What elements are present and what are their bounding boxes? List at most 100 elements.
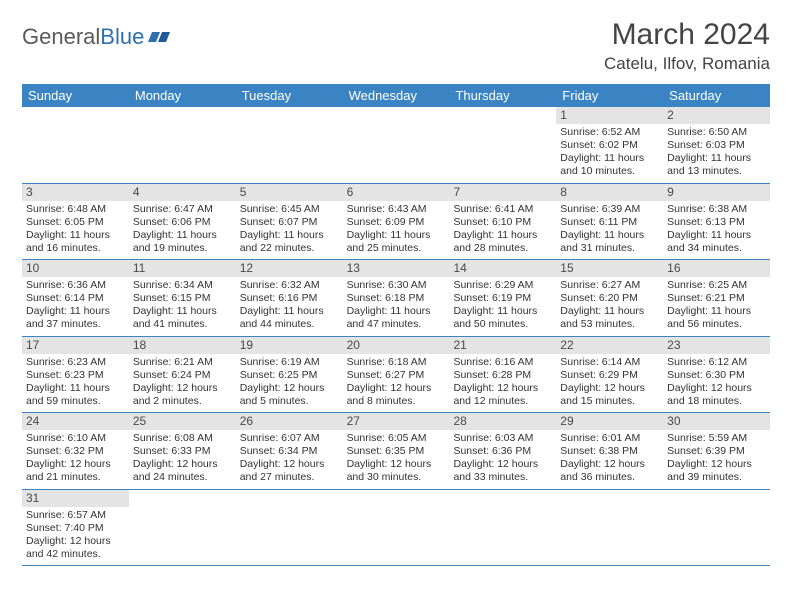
daylight-text-2: and 53 minutes. [560, 318, 659, 331]
flag-icon [148, 28, 170, 44]
sunset-text: Sunset: 6:27 PM [347, 369, 446, 382]
sunset-text: Sunset: 6:02 PM [560, 139, 659, 152]
daylight-text-2: and 56 minutes. [667, 318, 766, 331]
weekday-cell: Monday [129, 84, 236, 107]
daylight-text: Daylight: 11 hours [347, 305, 446, 318]
daylight-text-2: and 50 minutes. [453, 318, 552, 331]
daylight-text-2: and 41 minutes. [133, 318, 232, 331]
day-number: 24 [22, 413, 129, 430]
sunrise-text: Sunrise: 6:14 AM [560, 356, 659, 369]
sunrise-text: Sunrise: 6:05 AM [347, 432, 446, 445]
day-number: 6 [343, 184, 450, 201]
daylight-text-2: and 16 minutes. [26, 242, 125, 255]
daylight-text-2: and 33 minutes. [453, 471, 552, 484]
daylight-text: Daylight: 11 hours [26, 382, 125, 395]
sunset-text: Sunset: 6:25 PM [240, 369, 339, 382]
sunrise-text: Sunrise: 6:57 AM [26, 509, 125, 522]
day-number: 13 [343, 260, 450, 277]
daylight-text: Daylight: 12 hours [26, 458, 125, 471]
day-cell: . [556, 490, 663, 566]
day-cell: . [129, 490, 236, 566]
day-body: Sunrise: 6:41 AMSunset: 6:10 PMDaylight:… [449, 201, 556, 260]
day-body: Sunrise: 6:12 AMSunset: 6:30 PMDaylight:… [663, 354, 770, 413]
daylight-text: Daylight: 11 hours [560, 305, 659, 318]
day-number: 8 [556, 184, 663, 201]
sunset-text: Sunset: 6:07 PM [240, 216, 339, 229]
daylight-text-2: and 2 minutes. [133, 395, 232, 408]
daylight-text: Daylight: 12 hours [560, 382, 659, 395]
day-body: Sunrise: 6:16 AMSunset: 6:28 PMDaylight:… [449, 354, 556, 413]
day-cell: 21Sunrise: 6:16 AMSunset: 6:28 PMDayligh… [449, 337, 556, 413]
daylight-text: Daylight: 12 hours [667, 458, 766, 471]
day-cell: 16Sunrise: 6:25 AMSunset: 6:21 PMDayligh… [663, 260, 770, 336]
day-body: Sunrise: 6:21 AMSunset: 6:24 PMDaylight:… [129, 354, 236, 413]
daylight-text-2: and 34 minutes. [667, 242, 766, 255]
day-body: Sunrise: 6:34 AMSunset: 6:15 PMDaylight:… [129, 277, 236, 336]
sunrise-text: Sunrise: 6:19 AM [240, 356, 339, 369]
daylight-text: Daylight: 11 hours [133, 305, 232, 318]
day-body: Sunrise: 6:08 AMSunset: 6:33 PMDaylight:… [129, 430, 236, 489]
daylight-text-2: and 30 minutes. [347, 471, 446, 484]
day-cell: . [22, 107, 129, 183]
daylight-text: Daylight: 11 hours [26, 305, 125, 318]
day-cell: 23Sunrise: 6:12 AMSunset: 6:30 PMDayligh… [663, 337, 770, 413]
sunset-text: Sunset: 7:40 PM [26, 522, 125, 535]
day-number: 1 [556, 107, 663, 124]
day-cell: . [343, 107, 450, 183]
day-cell: . [236, 490, 343, 566]
day-number: 30 [663, 413, 770, 430]
header: GeneralBlue March 2024 Catelu, Ilfov, Ro… [22, 18, 770, 74]
daylight-text: Daylight: 12 hours [560, 458, 659, 471]
day-cell: 5Sunrise: 6:45 AMSunset: 6:07 PMDaylight… [236, 184, 343, 260]
sunrise-text: Sunrise: 6:08 AM [133, 432, 232, 445]
weeks-container: .....1Sunrise: 6:52 AMSunset: 6:02 PMDay… [22, 107, 770, 566]
sunrise-text: Sunrise: 6:32 AM [240, 279, 339, 292]
day-cell: 17Sunrise: 6:23 AMSunset: 6:23 PMDayligh… [22, 337, 129, 413]
day-number: 4 [129, 184, 236, 201]
day-body: Sunrise: 6:43 AMSunset: 6:09 PMDaylight:… [343, 201, 450, 260]
day-cell: 24Sunrise: 6:10 AMSunset: 6:32 PMDayligh… [22, 413, 129, 489]
daylight-text-2: and 42 minutes. [26, 548, 125, 561]
weekday-cell: Tuesday [236, 84, 343, 107]
day-body: Sunrise: 6:05 AMSunset: 6:35 PMDaylight:… [343, 430, 450, 489]
sunset-text: Sunset: 6:15 PM [133, 292, 232, 305]
location-text: Catelu, Ilfov, Romania [604, 54, 770, 74]
day-number: 21 [449, 337, 556, 354]
day-cell: 19Sunrise: 6:19 AMSunset: 6:25 PMDayligh… [236, 337, 343, 413]
day-number: 28 [449, 413, 556, 430]
daylight-text-2: and 24 minutes. [133, 471, 232, 484]
daylight-text: Daylight: 11 hours [453, 305, 552, 318]
daylight-text: Daylight: 12 hours [240, 382, 339, 395]
weekday-cell: Saturday [663, 84, 770, 107]
day-number: 15 [556, 260, 663, 277]
day-number: 19 [236, 337, 343, 354]
day-cell: 25Sunrise: 6:08 AMSunset: 6:33 PMDayligh… [129, 413, 236, 489]
day-number: 29 [556, 413, 663, 430]
weekday-cell: Wednesday [343, 84, 450, 107]
daylight-text-2: and 37 minutes. [26, 318, 125, 331]
day-body: Sunrise: 6:57 AMSunset: 7:40 PMDaylight:… [22, 507, 129, 566]
day-cell: 8Sunrise: 6:39 AMSunset: 6:11 PMDaylight… [556, 184, 663, 260]
week-row: .....1Sunrise: 6:52 AMSunset: 6:02 PMDay… [22, 107, 770, 184]
day-cell: 7Sunrise: 6:41 AMSunset: 6:10 PMDaylight… [449, 184, 556, 260]
daylight-text: Daylight: 11 hours [240, 305, 339, 318]
day-body: Sunrise: 6:19 AMSunset: 6:25 PMDaylight:… [236, 354, 343, 413]
month-title: March 2024 [604, 18, 770, 52]
daylight-text: Daylight: 11 hours [560, 229, 659, 242]
week-row: 24Sunrise: 6:10 AMSunset: 6:32 PMDayligh… [22, 413, 770, 490]
sunset-text: Sunset: 6:28 PM [453, 369, 552, 382]
day-body: Sunrise: 6:03 AMSunset: 6:36 PMDaylight:… [449, 430, 556, 489]
daylight-text: Daylight: 12 hours [347, 458, 446, 471]
day-cell: 22Sunrise: 6:14 AMSunset: 6:29 PMDayligh… [556, 337, 663, 413]
weekday-cell: Thursday [449, 84, 556, 107]
day-number: 5 [236, 184, 343, 201]
day-body: Sunrise: 6:14 AMSunset: 6:29 PMDaylight:… [556, 354, 663, 413]
day-cell: 12Sunrise: 6:32 AMSunset: 6:16 PMDayligh… [236, 260, 343, 336]
day-cell: . [236, 107, 343, 183]
daylight-text: Daylight: 12 hours [26, 535, 125, 548]
week-row: 10Sunrise: 6:36 AMSunset: 6:14 PMDayligh… [22, 260, 770, 337]
weekday-header-row: SundayMondayTuesdayWednesdayThursdayFrid… [22, 84, 770, 107]
sunrise-text: Sunrise: 6:25 AM [667, 279, 766, 292]
day-number: 12 [236, 260, 343, 277]
daylight-text: Daylight: 12 hours [347, 382, 446, 395]
